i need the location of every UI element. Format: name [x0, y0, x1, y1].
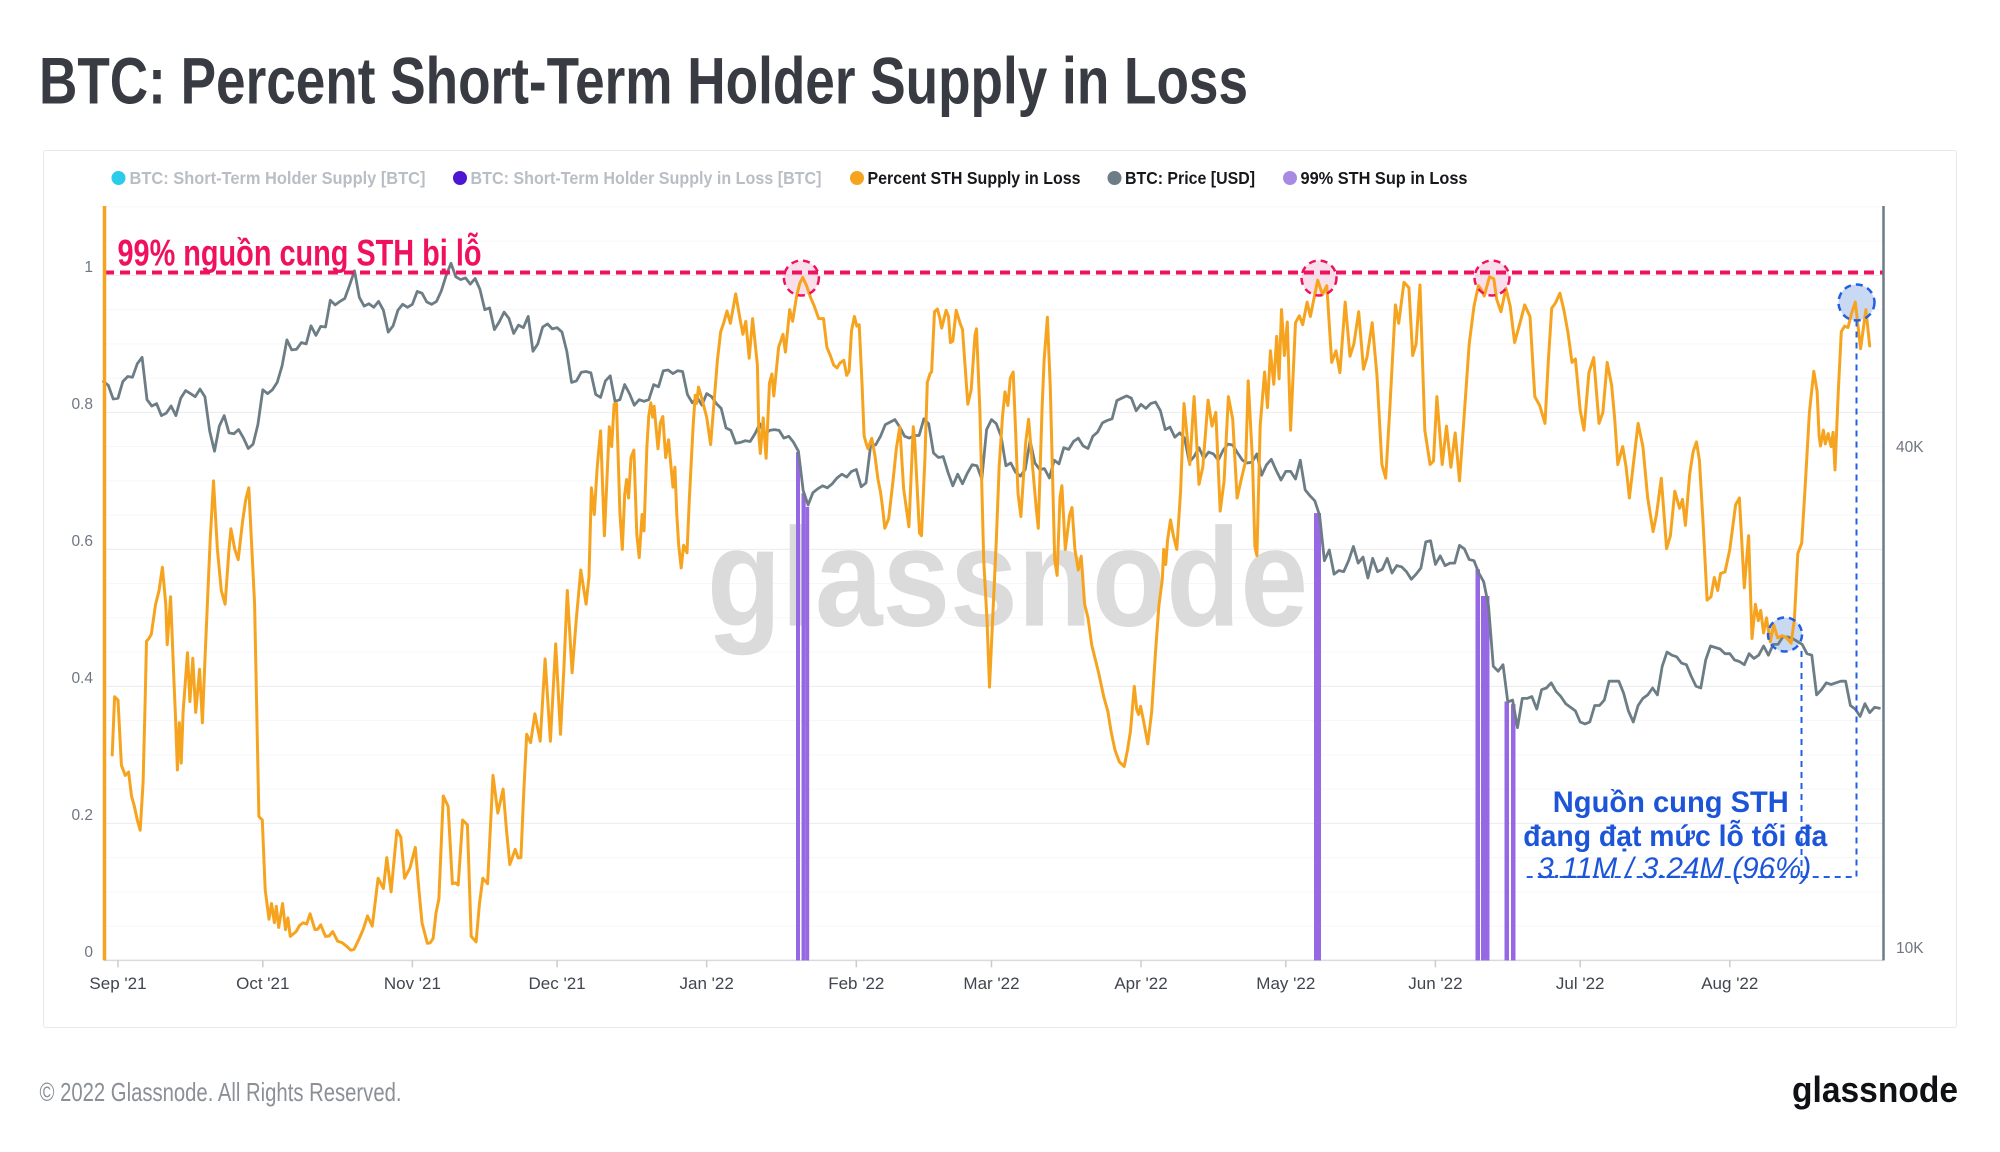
svg-text:0.6: 0.6	[71, 533, 93, 550]
svg-text:10K: 10K	[1896, 940, 1924, 957]
svg-text:99% nguồn cung STH bị lỗ: 99% nguồn cung STH bị lỗ	[118, 233, 482, 274]
svg-text:0: 0	[84, 944, 93, 961]
svg-text:Apr '22: Apr '22	[1114, 974, 1167, 993]
svg-text:0.4: 0.4	[71, 670, 93, 687]
svg-text:Mar '22: Mar '22	[963, 974, 1019, 993]
svg-text:99% STH Sup in Loss: 99% STH Sup in Loss	[1301, 168, 1468, 188]
svg-text:40K: 40K	[1896, 439, 1924, 456]
svg-text:0.8: 0.8	[71, 396, 93, 413]
svg-text:Dec '21: Dec '21	[529, 974, 586, 993]
svg-text:Jul '22: Jul '22	[1556, 974, 1605, 993]
svg-text:Sep '21: Sep '21	[89, 974, 146, 993]
svg-text:BTC: Price [USD]: BTC: Price [USD]	[1125, 168, 1255, 188]
svg-text:Percent STH Supply in Loss: Percent STH Supply in Loss	[868, 168, 1081, 188]
svg-text:glassnode: glassnode	[1792, 1069, 1958, 1110]
svg-text:3.11M / 3.24M (96%): 3.11M / 3.24M (96%)	[1537, 852, 1811, 885]
svg-text:1: 1	[84, 259, 93, 276]
svg-text:Nguồn cung STH: Nguồn cung STH	[1553, 786, 1789, 819]
svg-text:BTC: Short-Term Holder Supply: BTC: Short-Term Holder Supply in Loss [B…	[471, 168, 822, 188]
svg-text:Feb '22: Feb '22	[828, 974, 884, 993]
svg-text:© 2022 Glassnode. All Rights R: © 2022 Glassnode. All Rights Reserved.	[40, 1077, 402, 1107]
svg-text:0.2: 0.2	[71, 807, 93, 824]
svg-text:Jun '22: Jun '22	[1408, 974, 1462, 993]
svg-text:May '22: May '22	[1256, 974, 1315, 993]
svg-text:BTC: Percent Short-Term Holder: BTC: Percent Short-Term Holder Supply in…	[39, 45, 1248, 118]
svg-text:BTC: Short-Term Holder Supply: BTC: Short-Term Holder Supply [BTC]	[130, 168, 426, 188]
svg-text:Oct '21: Oct '21	[236, 974, 289, 993]
svg-text:Aug '22: Aug '22	[1701, 974, 1758, 993]
svg-text:Jan '22: Jan '22	[680, 974, 734, 993]
svg-text:Nov '21: Nov '21	[384, 974, 441, 993]
svg-text:đang đạt mức lỗ tối đa: đang đạt mức lỗ tối đa	[1523, 819, 1827, 853]
